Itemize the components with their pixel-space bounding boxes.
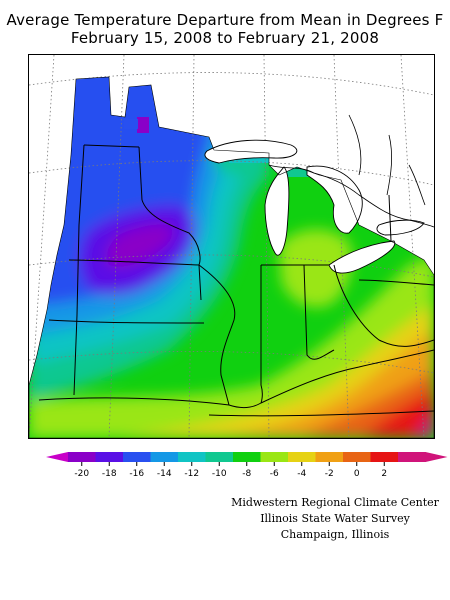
legend-tick-label: -4 — [297, 469, 306, 479]
legend-tick-label: -14 — [157, 469, 172, 479]
lake-ontario — [376, 219, 425, 236]
field-band-plus-1 — [359, 390, 434, 438]
legend-tick-label: -8 — [242, 469, 251, 479]
legend-tick-label: -18 — [102, 469, 117, 479]
legend-tick-label: -16 — [129, 469, 144, 479]
legend-swatch — [205, 452, 234, 462]
legend-swatch — [95, 452, 124, 462]
legend-swatch — [343, 452, 371, 462]
legend-tick-labels: -20 -18 -16 -14 -12 -10 -8 -6 -4 -2 0 2 — [74, 462, 387, 479]
coastlines — [268, 114, 434, 228]
credit-survey: Illinois State Water Survey — [260, 512, 410, 525]
map-canvas — [29, 55, 434, 438]
state-boundaries — [38, 144, 434, 417]
field-patch-1 — [137, 117, 149, 133]
lake-michigan — [264, 166, 290, 256]
legend-swatch — [150, 452, 179, 462]
legend-tick-label: -10 — [212, 469, 227, 479]
lake-superior — [204, 139, 298, 164]
lake-huron — [306, 165, 363, 234]
legend-swatch — [233, 452, 261, 462]
field-band-michigan — [279, 229, 353, 308]
analysis-domain-outline — [29, 76, 434, 438]
legend-over-arrow — [425, 452, 448, 462]
map-date-range: February 15, 2008 to February 21, 2008 — [70, 29, 380, 47]
color-scale-legend: -20 -18 -16 -14 -12 -10 -8 -6 -4 -2 0 2 — [46, 452, 448, 479]
legend-tick-label: -20 — [74, 469, 89, 479]
legend-tick-label: -12 — [184, 469, 199, 479]
credit-location: Champaign, Illinois — [280, 528, 390, 541]
legend-under-arrow — [46, 452, 68, 462]
field-band-minus-21 — [106, 224, 174, 267]
legend-tick-label: 0 — [354, 469, 360, 479]
legend-swatch — [288, 452, 316, 462]
map-title: Average Temperature Departure from Mean … — [6, 11, 444, 29]
great-lakes — [204, 139, 425, 274]
legend-swatch — [260, 452, 289, 462]
field-band-plus-3 — [414, 413, 434, 438]
legend-swatch — [315, 452, 344, 462]
legend-tick-label: 2 — [381, 469, 387, 479]
field-patch-4 — [279, 167, 319, 177]
legend-swatch — [68, 452, 96, 462]
field-patch-2 — [124, 119, 138, 129]
legend-swatch — [178, 452, 206, 462]
legend-swatch — [123, 452, 151, 462]
legend-tick-label: -2 — [325, 469, 334, 479]
legend-swatch — [370, 452, 399, 462]
legend-color-bar — [46, 452, 448, 462]
lake-erie — [328, 240, 396, 274]
credit-organization: Midwestern Regional Climate Center — [231, 496, 439, 509]
legend-tick-label: -6 — [270, 469, 279, 479]
temperature-departure-map — [28, 54, 435, 439]
legend-swatch — [398, 452, 426, 462]
